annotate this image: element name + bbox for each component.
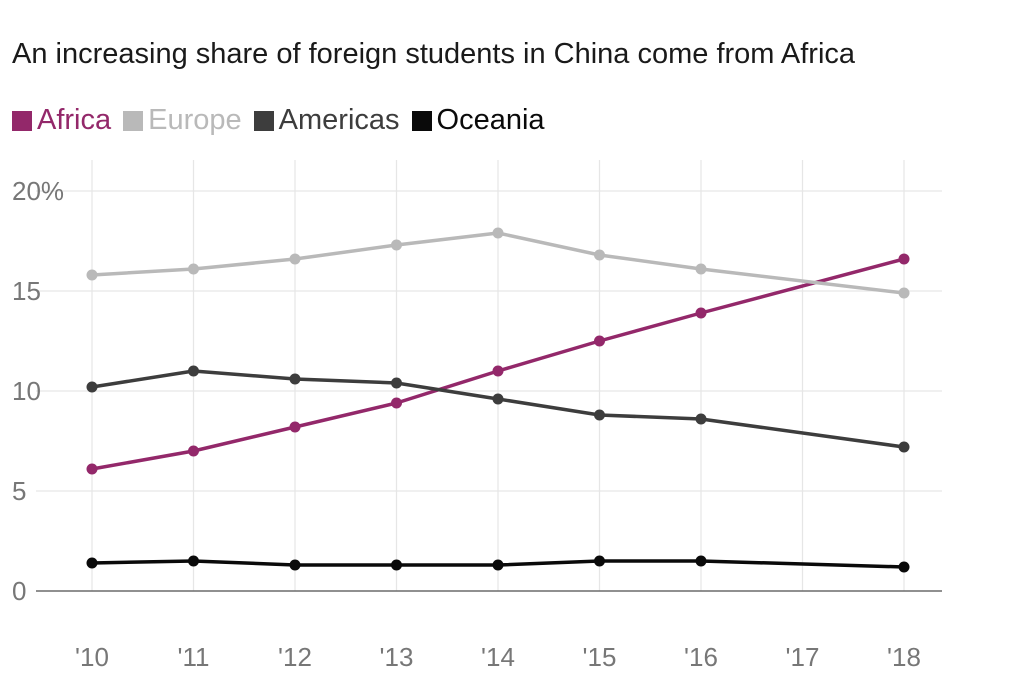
x-tick-label: '11 xyxy=(178,642,210,672)
data-point-africa xyxy=(391,397,402,409)
data-point-oceania xyxy=(695,555,707,567)
data-point-oceania xyxy=(594,555,605,567)
data-point-americas xyxy=(86,381,98,393)
y-tick-label: 5 xyxy=(12,476,26,506)
legend-label-americas: Americas xyxy=(278,104,400,136)
chart-title: An increasing share of foreign students … xyxy=(12,38,856,70)
x-tick-label: '14 xyxy=(481,642,515,672)
x-tick-label: '18 xyxy=(887,642,921,672)
data-point-oceania xyxy=(898,561,910,573)
data-point-africa xyxy=(594,335,605,347)
data-point-africa xyxy=(898,253,910,265)
series-line-europe xyxy=(90,231,906,295)
legend-item-europe: Europe xyxy=(123,104,242,137)
legend-label-europe: Europe xyxy=(148,104,242,136)
data-point-africa xyxy=(289,421,301,433)
legend-label-oceania: Oceania xyxy=(436,104,545,136)
legend-label-africa: Africa xyxy=(37,104,112,136)
y-tick-label: 10 xyxy=(12,376,41,406)
data-point-oceania xyxy=(86,557,98,569)
data-point-americas xyxy=(188,365,199,377)
legend-swatch-americas xyxy=(253,110,274,131)
legend-item-americas: Americas xyxy=(253,104,400,137)
data-point-europe xyxy=(188,263,199,275)
data-point-europe xyxy=(492,227,504,239)
legend-item-africa: Africa xyxy=(12,104,111,137)
data-point-europe xyxy=(695,263,707,275)
data-point-europe xyxy=(898,287,910,299)
x-tick-label: '15 xyxy=(583,642,617,672)
data-point-americas xyxy=(492,393,504,405)
data-point-americas xyxy=(289,373,301,385)
data-point-africa xyxy=(188,445,199,457)
data-point-africa xyxy=(86,463,98,475)
data-point-africa xyxy=(492,365,504,377)
data-point-americas xyxy=(695,413,707,425)
legend: Africa Europe Americas Oceania xyxy=(12,104,557,137)
data-point-americas xyxy=(594,409,605,421)
x-tick-label: '10 xyxy=(75,642,109,672)
y-tick-label: 20% xyxy=(12,176,64,206)
series-line-oceania xyxy=(90,559,906,569)
legend-item-oceania: Oceania xyxy=(411,104,545,137)
data-point-africa xyxy=(695,307,707,319)
x-tick-label: '13 xyxy=(380,642,414,672)
legend-swatch-africa xyxy=(12,110,32,131)
series-line-africa xyxy=(90,257,906,471)
series-line-americas xyxy=(90,369,906,449)
data-point-europe xyxy=(289,253,301,265)
data-point-americas xyxy=(898,441,910,453)
legend-swatch-europe xyxy=(123,110,144,131)
data-point-europe xyxy=(86,269,98,281)
data-point-oceania xyxy=(188,555,199,567)
x-tick-label: '16 xyxy=(684,642,718,672)
x-tick-label: '17 xyxy=(786,642,820,672)
data-point-oceania xyxy=(289,559,301,571)
data-point-europe xyxy=(594,249,605,261)
data-point-oceania xyxy=(391,559,402,571)
x-tick-label: '12 xyxy=(278,642,312,672)
legend-swatch-oceania xyxy=(411,110,432,131)
data-point-europe xyxy=(391,239,402,251)
y-tick-label: 0 xyxy=(12,576,26,606)
data-point-americas xyxy=(391,377,402,389)
data-point-oceania xyxy=(492,559,504,571)
y-tick-label: 15 xyxy=(12,276,41,306)
